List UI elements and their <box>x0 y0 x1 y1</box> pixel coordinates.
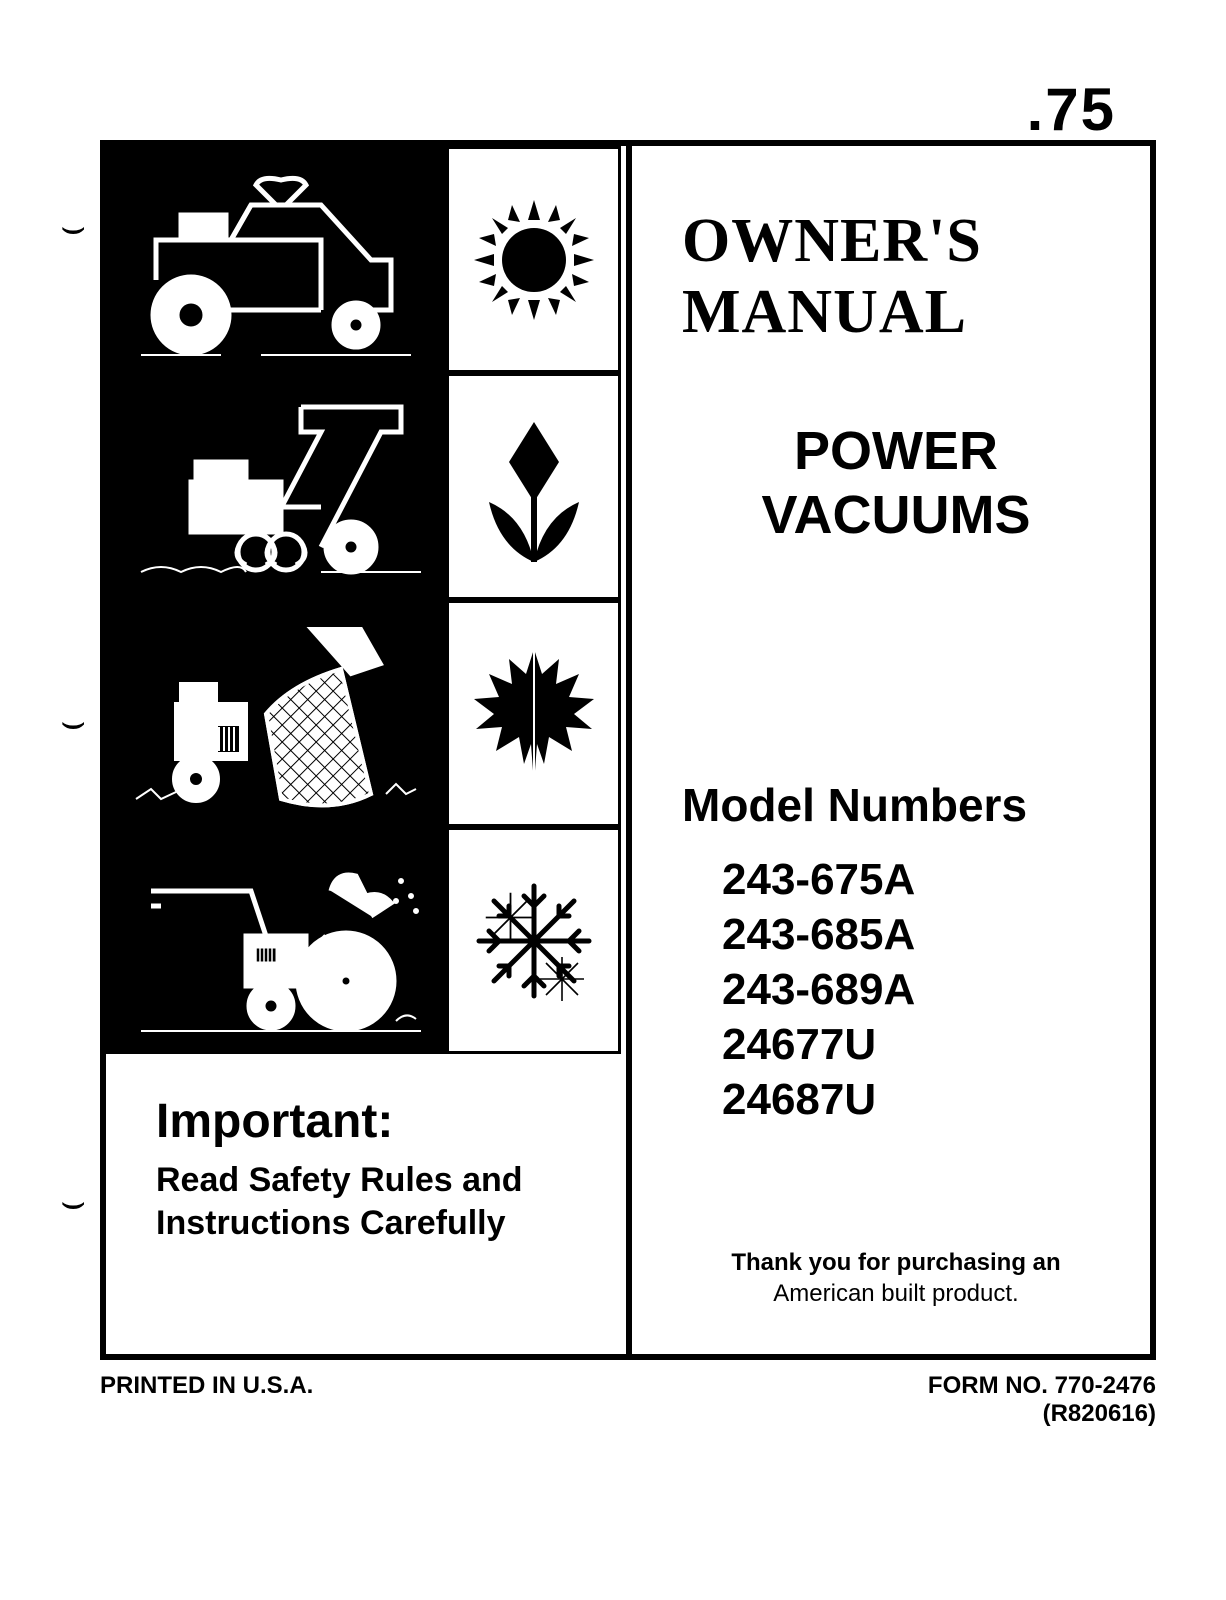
model-numbers-list: 243-675A 243-685A 243-689A 24677U 24687U <box>682 852 1110 1127</box>
important-text-line1: Read Safety Rules and <box>156 1159 596 1202</box>
snow-thrower-icon <box>106 827 446 1054</box>
product-icon-grid <box>106 146 626 1054</box>
page-footer: PRINTED IN U.S.A. FORM NO. 770-2476 (R82… <box>100 1372 1156 1428</box>
printed-in-usa: PRINTED IN U.S.A. <box>100 1372 313 1428</box>
right-column: OWNER'S MANUAL POWER VACUUMS Model Numbe… <box>626 146 1150 1354</box>
title-line2: MANUAL <box>682 277 1110 348</box>
thanks-line1: Thank you for purchasing an <box>731 1249 1060 1276</box>
vacuum-bagger-icon <box>106 600 446 827</box>
model-number: 24687U <box>722 1072 1110 1127</box>
subtitle-line1: POWER <box>682 419 1110 484</box>
model-number: 243-675A <box>722 852 1110 907</box>
page-mark: ⌣ <box>60 700 86 745</box>
model-number: 243-689A <box>722 962 1110 1017</box>
riding-mower-icon <box>106 146 446 373</box>
cover-frame: Important: Read Safety Rules and Instruc… <box>100 140 1156 1360</box>
tulip-icon <box>446 373 621 600</box>
form-number: FORM NO. 770-2476 (R820616) <box>928 1372 1156 1428</box>
page-mark: ⌣ <box>60 1180 86 1225</box>
product-name: POWER VACUUMS <box>682 419 1110 549</box>
subtitle-line2: VACUUMS <box>682 483 1110 548</box>
tiller-icon <box>106 373 446 600</box>
form-no-line1: FORM NO. 770-2476 <box>928 1372 1156 1400</box>
left-column: Important: Read Safety Rules and Instruc… <box>106 146 626 1354</box>
page-mark: ⌣ <box>60 205 86 250</box>
sun-icon <box>446 146 621 373</box>
thank-you-message: Thank you for purchasing an American bui… <box>682 1247 1110 1309</box>
important-heading: Important: <box>156 1094 596 1149</box>
important-notice: Important: Read Safety Rules and Instruc… <box>106 1054 626 1354</box>
model-number: 243-685A <box>722 907 1110 962</box>
price-label: .75 <box>1027 75 1116 144</box>
document-title: OWNER'S MANUAL <box>682 206 1110 349</box>
thanks-line2: American built product. <box>773 1280 1018 1307</box>
snowflake-icon <box>446 827 621 1054</box>
form-no-line2: (R820616) <box>928 1400 1156 1428</box>
maple-leaf-icon <box>446 600 621 827</box>
model-number: 24677U <box>722 1017 1110 1072</box>
important-text-line2: Instructions Carefully <box>156 1202 596 1245</box>
model-numbers-heading: Model Numbers <box>682 778 1110 832</box>
title-line1: OWNER'S <box>682 206 1110 277</box>
